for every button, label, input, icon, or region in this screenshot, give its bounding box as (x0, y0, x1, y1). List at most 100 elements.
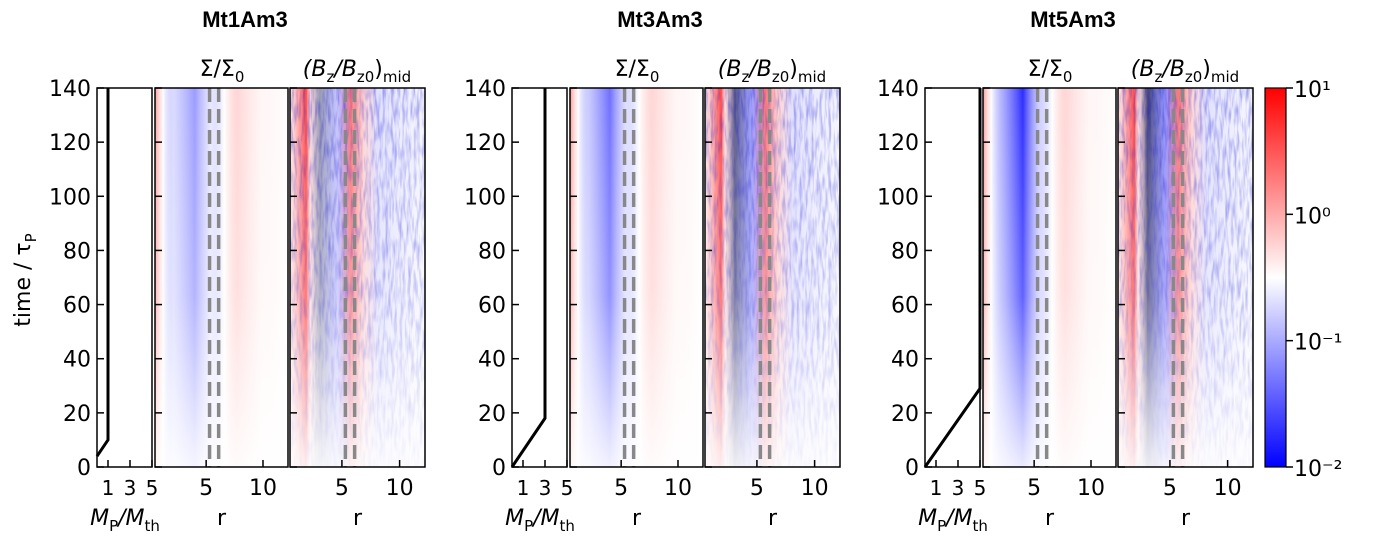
bz-header-part: (B (718, 57, 742, 82)
sigma-header: Σ/Σ0 (1028, 57, 1073, 86)
mass-x-label-part: th (145, 517, 160, 535)
colorbar-tick-label: 10⁻¹ (1294, 331, 1342, 356)
sigma-header-part: Σ/Σ (200, 57, 235, 82)
bz-header: (Bz/Bz0)mid (1131, 57, 1239, 86)
bz-header: (Bz/Bz0)mid (303, 57, 411, 86)
x-tick-label: 10 (1077, 476, 1105, 501)
x-tick-label: 5 (1027, 476, 1041, 501)
heatmap-fade (570, 88, 703, 467)
panel-title: Mt3Am3 (617, 7, 703, 32)
mass-x-label-part: P (937, 517, 946, 535)
y-tick-label: 120 (464, 131, 506, 156)
sigma-header-part: Σ/Σ (1028, 57, 1063, 82)
y-tick-label: 120 (877, 131, 919, 156)
mass-x-label: MP/Mth (505, 506, 575, 535)
x-tick-label: 5 (750, 476, 764, 501)
x-label: r (768, 506, 778, 531)
sigma-header-part: 0 (235, 68, 245, 86)
mass-x-label-part: M (918, 506, 937, 531)
bz-header-part: z (741, 68, 749, 86)
x-tick-label: 5 (974, 476, 987, 500)
y-tick-label: 120 (49, 131, 91, 156)
bz-header-part: z (326, 68, 334, 86)
x-tick-label: 3 (124, 476, 137, 500)
bz-header-part: z (1154, 68, 1162, 86)
frame (154, 87, 289, 468)
y-tick-label: 80 (891, 239, 919, 264)
heatmap-fade (1118, 88, 1253, 467)
ylabel: time / τP (11, 233, 40, 326)
y-tick-label: 20 (891, 402, 919, 427)
x-tick-label: 10 (801, 476, 829, 501)
y-tick-label: 80 (63, 239, 91, 264)
y-tick-label: 20 (63, 402, 91, 427)
frame (96, 87, 153, 468)
sigma-header-part: Σ/Σ (615, 57, 650, 82)
y-tick-label: 40 (63, 348, 91, 373)
heatmap-fade (705, 88, 840, 467)
mass-x-label: MP/Mth (90, 506, 160, 535)
x-tick-label: 5 (146, 476, 159, 500)
bz-header-part: mid (1211, 68, 1239, 86)
x-label: r (632, 506, 642, 531)
frame (511, 87, 568, 468)
mass-x-label-part: /M (944, 506, 972, 531)
y-tick-label: 0 (77, 456, 91, 481)
mass-x-label-part: M (505, 506, 524, 531)
ylabel-part: P (22, 233, 40, 242)
mass-x-label-part: /M (116, 506, 144, 531)
y-tick-label: 0 (492, 456, 506, 481)
y-tick-label: 40 (891, 348, 919, 373)
bz-header-part: mid (383, 68, 411, 86)
mass-x-label-part: P (524, 517, 533, 535)
frame (1117, 87, 1254, 468)
y-tick-label: 140 (464, 77, 506, 102)
heatmap-fade (155, 88, 288, 467)
x-tick-label: 1 (102, 476, 115, 500)
y-tick-label: 40 (478, 348, 506, 373)
panel-title: Mt5Am3 (1030, 7, 1116, 32)
x-tick-label: 10 (1214, 476, 1242, 501)
mass-line (510, 88, 547, 468)
y-tick-label: 20 (478, 402, 506, 427)
y-tick-label: 100 (464, 185, 506, 210)
x-tick-label: 5 (199, 476, 213, 501)
frame (569, 87, 704, 468)
colorbar-tick-label: 10¹ (1294, 78, 1331, 103)
bz-header-part: z0 (772, 68, 789, 86)
x-tick-label: 1 (930, 476, 943, 500)
ylabel-part: time / τ (11, 242, 36, 326)
x-label: r (217, 506, 227, 531)
x-label: r (353, 506, 363, 531)
y-tick-label: 0 (905, 456, 919, 481)
sigma-header: Σ/Σ0 (200, 57, 245, 86)
mass-x-label-part: P (109, 517, 118, 535)
heatmap-fade (983, 88, 1116, 467)
y-tick-label: 60 (478, 294, 506, 319)
sigma-header-part: 0 (650, 68, 660, 86)
x-tick-label: 10 (249, 476, 277, 501)
bz-header-part: ) (789, 57, 798, 82)
x-tick-label: 5 (335, 476, 349, 501)
y-tick-label: 80 (478, 239, 506, 264)
mass-x-label-part: th (560, 517, 575, 535)
bz-header-part: z0 (357, 68, 374, 86)
frame (289, 87, 426, 468)
colorbar-tick-label: 10⁰ (1294, 204, 1331, 229)
mass-x-label-part: th (973, 517, 988, 535)
mass-line (95, 88, 110, 458)
bz-header-part: mid (798, 68, 826, 86)
x-tick-label: 3 (952, 476, 965, 500)
heatmap-fade (290, 88, 425, 467)
colorbar-tick-label: 10⁻² (1294, 457, 1342, 482)
y-tick-label: 140 (877, 77, 919, 102)
sigma-header: Σ/Σ0 (615, 57, 660, 86)
bz-header-part: /B (1160, 57, 1185, 82)
y-tick-label: 100 (49, 185, 91, 210)
mass-x-label: MP/Mth (918, 506, 988, 535)
x-tick-label: 5 (1163, 476, 1177, 501)
bz-header-part: ) (1202, 57, 1211, 82)
colorbar (1264, 87, 1287, 468)
bz-header-part: ) (374, 57, 383, 82)
